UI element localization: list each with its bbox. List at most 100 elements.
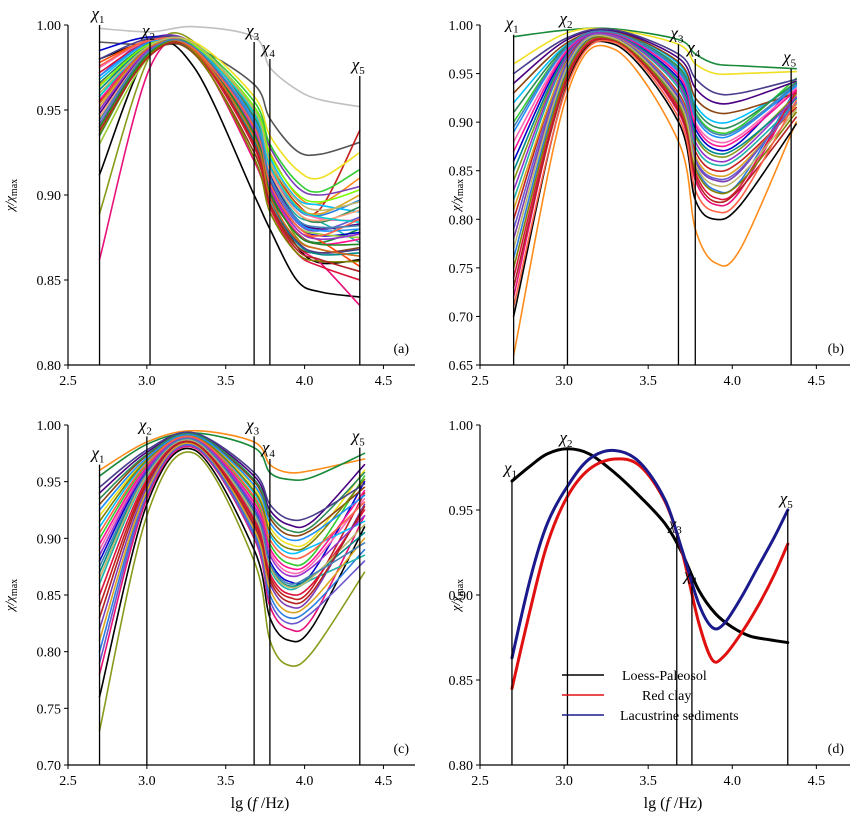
series-line-26 [512,38,797,289]
marker-label-chi-subscript: 2 [146,425,152,437]
series-line-22 [512,36,797,269]
y-tick-label: 0.80 [37,359,62,374]
marker-label-chi-subscript: 4 [691,576,697,588]
y-tick-label: 0.85 [37,274,62,289]
marker-label-chi5: χ5 [350,427,365,449]
y-axis-title: χ/χmax [2,579,20,613]
x-tick-label: 4.5 [375,774,393,789]
marker-label-chi-symbol: χ [350,55,360,74]
series-line-2 [512,27,797,76]
y-tick-label: 0.75 [449,262,474,277]
marker-label-chi3: χ3 [244,415,259,437]
marker-label-chi-subscript: 5 [791,58,797,70]
marker-label-chi-subscript: 5 [787,499,793,511]
marker-label-chi-subscript: 5 [359,65,365,77]
panel-label: (d) [828,742,845,757]
y-axis-title-main: χ/χ [2,196,17,213]
marker-label-chi-symbol: χ [685,38,695,57]
y-tick-label: 1.00 [37,419,62,434]
x-tick-label: 3.5 [217,374,235,389]
y-tick-label: 0.95 [449,68,474,83]
series-line-1 [512,27,797,70]
marker-label-chi2: χ2 [557,9,572,31]
marker-label-chi4: χ4 [682,566,697,588]
series-line-37 [98,39,361,257]
x-tick-label: 4.0 [296,774,314,789]
x-tick-label: 3.0 [555,774,573,789]
series-line-25 [512,34,797,250]
y-tick-label: 0.80 [449,759,474,774]
series-line-40 [98,36,361,212]
series-line-2 [98,432,366,481]
series-line-1 [98,429,366,474]
marker-label-chi-subscript: 3 [254,31,260,43]
y-tick-label: 0.70 [37,759,62,774]
series-line-27 [512,32,797,191]
panel-label: (b) [828,342,845,357]
y-axis-title-main: χ/χ [448,596,463,613]
x-tick-label: 2.5 [59,774,77,789]
y-tick-label: 0.90 [37,189,62,204]
y-axis-title-main: χ/χ [448,196,463,213]
marker-label-chi-symbol: χ [350,427,360,446]
marker-label-chi1: χ1 [90,4,105,26]
marker-label-chi-symbol: χ [781,48,791,67]
series-line-33 [98,37,361,203]
legend-label-3: Lacustrine sediments [620,709,739,724]
y-tick-label: 0.70 [449,310,474,325]
x-tick-label: 4.0 [296,374,314,389]
marker-label-chi-subscript: 3 [676,525,682,537]
y-tick-label: 0.85 [449,165,474,180]
series-line-3 [510,448,790,660]
x-axis-title-left-post: /Hz) [257,795,289,812]
y-axis-title-sub: max [455,579,466,596]
y-axis-title-sub: max [455,179,466,196]
marker-label-chi-subscript: 2 [567,19,573,31]
series-line-6 [98,443,366,653]
x-tick-label: 4.0 [724,374,742,389]
x-tick-label: 2.5 [471,374,489,389]
marker-label-chi5: χ5 [778,489,793,511]
marker-label-chi-symbol: χ [502,458,512,477]
marker-label-chi-subscript: 2 [567,438,573,450]
marker-label-chi-symbol: χ [140,21,150,40]
series-line-5 [98,445,366,676]
marker-label-chi-symbol: χ [137,415,147,434]
marker-label-chi-subscript: 3 [254,425,260,437]
marker-label-chi-subscript: 2 [150,31,156,43]
marker-label-chi-subscript: 1 [99,14,105,26]
x-tick-label: 3.0 [555,374,573,389]
x-tick-label: 3.5 [639,774,657,789]
x-tick-label: 3.0 [138,374,156,389]
marker-label-chi4: χ4 [260,38,275,60]
x-axis-title-right-post: /Hz) [670,795,702,812]
panel-label: (a) [393,342,409,357]
marker-label-chi1: χ1 [504,14,519,36]
y-tick-label: 1.00 [37,19,62,34]
x-axis-title-left: lg (f /Hz) [231,795,290,812]
y-tick-label: 0.80 [37,646,62,661]
x-axis-title-left-pre: lg ( [231,795,253,812]
x-tick-label: 4.5 [808,774,826,789]
marker-label-chi-symbol: χ [557,428,567,447]
series-line-24 [98,432,366,534]
y-axis-title: χ/χmax [448,579,466,613]
x-axis-title-right-pre: lg ( [644,795,666,812]
series-line-19 [512,31,797,172]
y-tick-label: 0.75 [37,702,62,717]
series-line-16 [98,432,366,529]
x-axis-title-right-var: f [665,795,672,812]
y-tick-label: 0.85 [37,589,62,604]
y-tick-label: 0.95 [37,104,62,119]
x-axis-title-right: lg (f /Hz) [644,795,703,812]
marker-label-chi1: χ1 [90,444,105,466]
marker-label-chi2: χ2 [140,21,155,43]
series-line-20 [512,33,797,230]
series-line-4 [512,40,797,318]
x-tick-label: 4.5 [808,374,826,389]
marker-label-chi-symbol: χ [557,9,567,28]
series-line-7 [512,33,797,240]
marker-label-chi3: χ3 [667,515,682,537]
